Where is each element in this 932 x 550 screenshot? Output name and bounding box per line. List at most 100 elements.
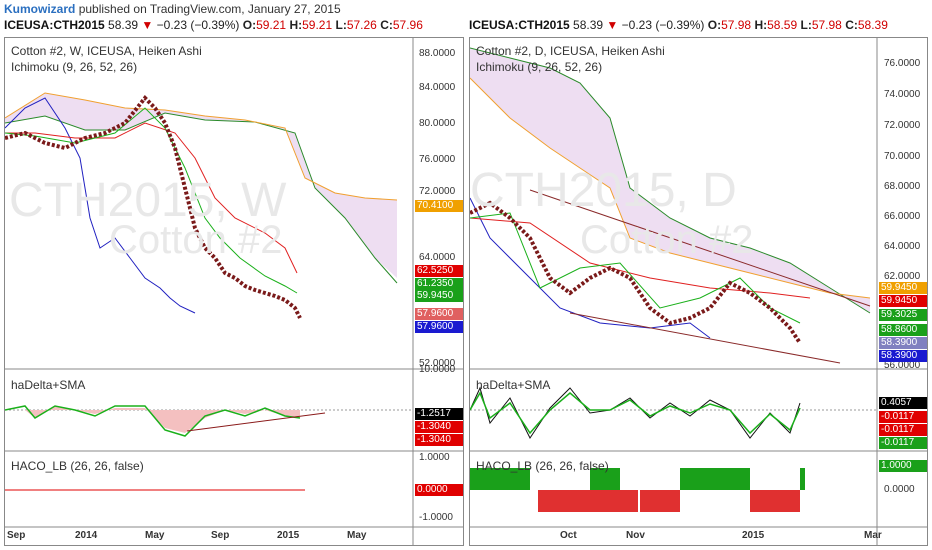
close-value: 57.96 — [392, 18, 423, 32]
price-badge: 59.9450 — [415, 290, 463, 302]
haco-badge: 1.0000 — [879, 460, 927, 472]
x-tick: Mar — [864, 530, 882, 541]
low-label: L: — [800, 18, 812, 32]
price-badge: 59.9450 — [879, 282, 927, 294]
price-tick: 52.0000 — [419, 358, 456, 369]
price-badge: 58.3900 — [879, 337, 927, 349]
price-tick: 74.0000 — [884, 89, 921, 100]
senkou-b-line — [5, 112, 398, 284]
price-badge: 57.9600 — [415, 321, 463, 333]
senkou-a-line — [5, 92, 398, 201]
price-tick: 68.0000 — [884, 181, 921, 192]
price-badge: 62.5250 — [415, 265, 463, 277]
x-tick: May — [145, 530, 165, 541]
x-tick: May — [347, 530, 367, 541]
watermark-name: Cotton #2 — [580, 218, 754, 262]
chikou-line — [470, 197, 711, 339]
symbol[interactable]: ICEUSA:CTH2015 — [4, 18, 105, 32]
down-arrow-icon: ▼ — [606, 18, 619, 32]
haco-tick: 1.0000 — [419, 452, 450, 463]
ha-badge: 0.4057 — [879, 397, 927, 409]
haco-title[interactable]: HACO_LB (26, 26, false) — [11, 459, 144, 473]
trendline-lower — [569, 312, 841, 364]
price-badge: 58.3900 — [879, 350, 927, 362]
tenkan-line — [470, 212, 801, 324]
ichimoku-cloud — [470, 48, 870, 313]
price-badge: 70.4100 — [415, 200, 463, 212]
low-value: 57.98 — [811, 18, 842, 32]
open-label: O: — [242, 18, 257, 32]
haco-bars — [470, 468, 805, 512]
price-badge: 61.2350 — [415, 278, 463, 290]
price-badge: 59.9450 — [879, 295, 927, 307]
price-tick: 70.0000 — [884, 151, 921, 162]
author-link[interactable]: Kumowizard — [4, 2, 76, 16]
trendline — [186, 412, 326, 432]
ha-line — [5, 405, 301, 437]
x-tick: 2014 — [75, 530, 98, 541]
price-badge: 57.9600 — [415, 308, 463, 320]
price-tick: 64.0000 — [884, 241, 921, 252]
ha-title[interactable]: haDelta+SMA — [11, 378, 86, 392]
ha-badge: -1.2517 — [415, 408, 463, 420]
right-chart-panel[interactable]: CTH2015, D Cotton #2 Cotton #2, D, ICEUS… — [469, 37, 928, 546]
haco-bar-up — [470, 468, 530, 490]
haco-bar-down — [640, 490, 680, 512]
trendline-upper — [529, 189, 871, 307]
price-tick: 56.0000 — [884, 360, 921, 371]
high-value: 58.59 — [767, 18, 798, 32]
ha-title[interactable]: haDelta+SMA — [476, 378, 551, 392]
price-tick: 76.0000 — [419, 154, 456, 165]
senkou-b-line — [470, 47, 871, 314]
left-chart-panel[interactable]: CTH2015, W Cotton #2 Cotton #2, W, ICEUS… — [4, 37, 464, 546]
low-value: 57.26 — [346, 18, 377, 32]
ha-badge: -0.0117 — [879, 411, 927, 423]
down-arrow-icon: ▼ — [141, 18, 154, 32]
haco-bar-up — [590, 468, 620, 490]
close-value: 58.39 — [857, 18, 888, 32]
x-tick: Oct — [560, 530, 577, 541]
open-label: O: — [707, 18, 722, 32]
x-tick: Sep — [211, 530, 230, 541]
x-tick: 2015 — [742, 530, 765, 541]
ha-badge: -1.3040 — [415, 421, 463, 433]
open-value: 57.98 — [721, 18, 752, 32]
price-badge: 59.3025 — [879, 309, 927, 321]
price-tick: 76.0000 — [884, 58, 921, 69]
haco-bar-down — [538, 490, 638, 512]
haco-bar-down — [750, 490, 800, 512]
chart-title: Cotton #2, W, ICEUSA, Heiken Ashi — [11, 44, 202, 58]
high-label: H: — [289, 18, 303, 32]
ha-sma-line — [470, 391, 801, 435]
haco-tick: -1.0000 — [419, 512, 453, 523]
x-tick: Sep — [7, 530, 26, 541]
senkou-a-line — [470, 77, 871, 299]
price-tick: 72.0000 — [419, 186, 456, 197]
ha-line — [470, 386, 801, 439]
indicator-label[interactable]: Ichimoku (9, 26, 52, 26) — [476, 60, 603, 74]
price-tick: 72.0000 — [884, 120, 921, 131]
watermark-symbol: CTH2015, W — [9, 174, 287, 227]
price-tick: 64.0000 — [419, 252, 456, 263]
candles — [5, 95, 302, 319]
symbol[interactable]: ICEUSA:CTH2015 — [469, 18, 570, 32]
price-tick: 88.0000 — [419, 48, 456, 59]
kijun-line — [470, 217, 811, 299]
haco-bar-up — [800, 468, 805, 490]
change: −0.23 (−0.39%) — [156, 18, 240, 32]
ha-badge: -0.0117 — [879, 424, 927, 436]
open-value: 59.21 — [256, 18, 287, 32]
price-tick: 62.0000 — [884, 271, 921, 282]
indicator-label[interactable]: Ichimoku (9, 26, 52, 26) — [11, 60, 138, 74]
x-tick: 2015 — [277, 530, 300, 541]
close-label: C: — [380, 18, 393, 32]
candles-path — [5, 95, 302, 319]
price-tick: 80.0000 — [419, 118, 456, 129]
high-label: H: — [754, 18, 768, 32]
price-tick: 66.0000 — [884, 211, 921, 222]
last-price: 58.39 — [573, 18, 604, 32]
haco-badge: 0.0000 — [415, 484, 463, 496]
left-chart-drawing — [5, 38, 463, 545]
ha-tick: 10.0000 — [419, 364, 456, 375]
haco-title[interactable]: HACO_LB (26, 26, false) — [476, 459, 609, 473]
